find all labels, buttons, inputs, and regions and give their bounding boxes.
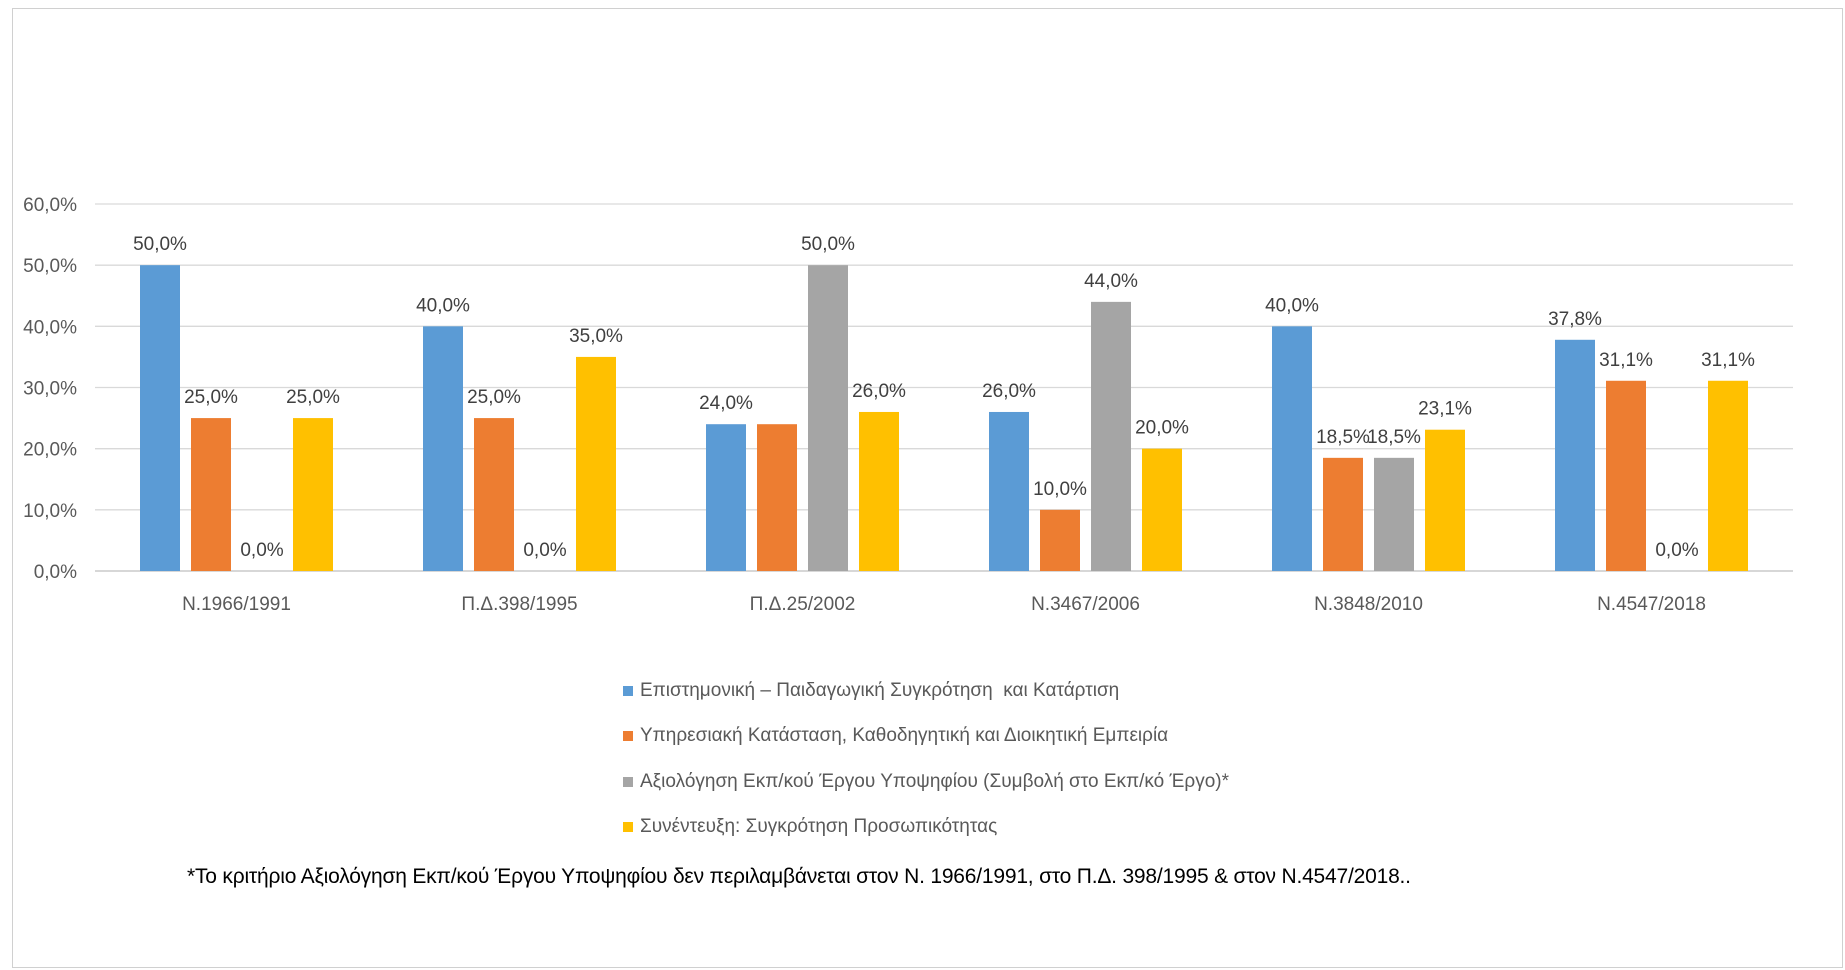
bar — [989, 411, 1029, 571]
y-tick-label: 10,0% — [23, 501, 77, 522]
bar — [1272, 326, 1312, 571]
data-label: 40,0% — [1265, 295, 1319, 316]
data-label: 25,0% — [286, 387, 340, 408]
y-tick-label: 60,0% — [23, 195, 77, 216]
x-category-label: Ν.3467/2006 — [1031, 594, 1140, 615]
y-tick-label: 0,0% — [34, 562, 77, 583]
x-category-label: Ν.1966/1991 — [182, 594, 291, 615]
data-label: 0,0% — [523, 540, 566, 561]
legend-swatch — [623, 731, 633, 742]
data-label: 44,0% — [1084, 271, 1138, 292]
legend-swatch — [623, 685, 633, 696]
data-label: 18,5% — [1367, 427, 1421, 448]
data-label: 25,0% — [184, 387, 238, 408]
data-label: 40,0% — [416, 295, 470, 316]
y-tick-label: 20,0% — [23, 440, 77, 461]
data-label: 35,0% — [569, 326, 623, 347]
legend-item: Επιστημονική – Παιδαγωγική Συγκρότηση κα… — [623, 668, 1229, 714]
legend-item: Αξιολόγηση Εκπ/κού Έργου Υποψηφίου (Συμβ… — [623, 759, 1229, 805]
legend-swatch — [623, 822, 633, 833]
gridlines — [95, 203, 1793, 572]
y-tick-label: 50,0% — [23, 256, 77, 277]
data-label: 10,0% — [1033, 479, 1087, 500]
bar — [1425, 429, 1465, 571]
data-label: 31,1% — [1701, 350, 1755, 371]
bar — [1555, 339, 1595, 571]
data-label: 0,0% — [1655, 540, 1698, 561]
bar-chart: 0,0% 10,0% 20,0% 30,0% 40,0% 50,0% 60,0% 50,0%… — [23, 195, 1793, 615]
data-label: 24,0% — [699, 393, 753, 414]
data-label: 37,8% — [1548, 309, 1602, 330]
bar — [1142, 448, 1182, 571]
bar — [191, 418, 231, 571]
bar — [706, 424, 746, 571]
data-labels: 50,0% 25,0% 0,0% 25,0% 40,0% 25,0% 0,0% 35,0% 24… — [133, 234, 1755, 561]
data-label: 31,1% — [1599, 350, 1653, 371]
legend-swatch — [623, 776, 633, 787]
bar — [423, 326, 463, 571]
bar — [1040, 509, 1080, 571]
bar — [1374, 457, 1414, 571]
bar — [1091, 301, 1131, 571]
legend-item: Υπηρεσιακή Κατάσταση, Καθοδηγητική και Δ… — [623, 714, 1229, 760]
legend-label: Συνέντευξη: Συγκρότηση Προσωπικότητας — [640, 816, 998, 838]
legend-item: Συνέντευξη: Συγκρότηση Προσωπικότητας — [623, 805, 1229, 851]
data-label: 26,0% — [852, 381, 906, 402]
data-label: 50,0% — [801, 234, 855, 255]
data-label: 18,5% — [1316, 427, 1370, 448]
bar — [576, 356, 616, 571]
data-label: 25,0% — [467, 387, 521, 408]
bar — [1323, 457, 1363, 571]
bar — [293, 418, 333, 571]
data-label: 20,0% — [1135, 418, 1189, 439]
bar — [808, 265, 848, 571]
x-category-label: Π.Δ.25/2002 — [750, 594, 856, 615]
x-category-label: Ν.4547/2018 — [1597, 594, 1706, 615]
bar — [474, 418, 514, 571]
x-category-label: Ν.3848/2010 — [1314, 594, 1423, 615]
footnote: *Το κριτήριο Αξιολόγηση Εκπ/κού Έργου Υπ… — [187, 865, 1411, 888]
y-tick-label: 30,0% — [23, 379, 77, 400]
legend-label: Υπηρεσιακή Κατάσταση, Καθοδηγητική και Δ… — [640, 725, 1169, 747]
x-axis-categories: Ν.1966/1991 Π.Δ.398/1995 Π.Δ.25/2002 Ν.3467… — [182, 594, 1706, 615]
data-label: 0,0% — [240, 540, 283, 561]
data-label: 50,0% — [133, 234, 187, 255]
data-label: 23,1% — [1418, 399, 1472, 420]
bars — [140, 265, 1748, 571]
y-tick-label: 40,0% — [23, 317, 77, 338]
bar — [1606, 380, 1646, 571]
bar — [140, 265, 180, 571]
y-axis-ticks: 0,0% 10,0% 20,0% 30,0% 40,0% 50,0% 60,0% — [23, 195, 77, 583]
legend-label: Επιστημονική – Παιδαγωγική Συγκρότηση κα… — [640, 679, 1120, 701]
bar — [1708, 380, 1748, 571]
x-category-label: Π.Δ.398/1995 — [461, 594, 577, 615]
legend: Επιστημονική – Παιδαγωγική Συγκρότηση κα… — [623, 668, 1229, 850]
data-label: 26,0% — [982, 381, 1036, 402]
bar — [859, 411, 899, 571]
bar — [757, 424, 797, 571]
legend-label: Αξιολόγηση Εκπ/κού Έργου Υποψηφίου (Συμβ… — [640, 770, 1230, 792]
